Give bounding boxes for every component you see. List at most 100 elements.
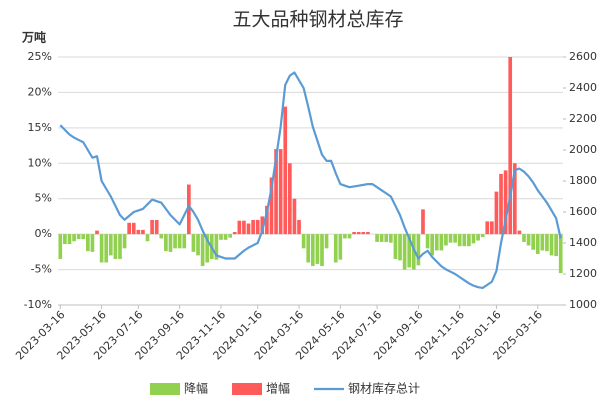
bar: [306, 234, 311, 263]
y2-tick-label: 1800: [569, 174, 597, 187]
bar: [366, 232, 370, 235]
bar: [540, 234, 545, 251]
bar: [439, 234, 444, 251]
bar: [242, 220, 246, 235]
bar: [554, 234, 558, 257]
y-axis-unit: 万吨: [21, 30, 46, 45]
bar: [108, 234, 113, 256]
bar: [187, 184, 191, 235]
bar: [503, 170, 508, 235]
bar: [182, 234, 187, 249]
bar: [393, 234, 398, 259]
bar: [278, 149, 283, 235]
bar: [402, 234, 407, 270]
bar: [453, 234, 457, 243]
bar: [168, 234, 173, 252]
bar: [430, 234, 434, 256]
bar: [205, 234, 210, 263]
bar: [191, 234, 196, 252]
bar: [494, 191, 499, 235]
y-tick-label: -10%: [24, 298, 52, 311]
bar: [141, 229, 145, 235]
bar: [347, 234, 352, 239]
bar: [288, 163, 292, 235]
bar: [462, 234, 467, 247]
line-series: [59, 71, 562, 290]
bar: [411, 234, 416, 270]
bar: [154, 219, 159, 235]
bar: [223, 234, 228, 240]
bar: [471, 234, 476, 244]
bar: [274, 149, 278, 235]
bar: [320, 234, 324, 267]
bar: [389, 234, 393, 243]
bar: [416, 234, 421, 266]
bar: [251, 219, 255, 235]
bar: [72, 234, 76, 242]
bar: [343, 234, 347, 239]
bar: [531, 234, 535, 250]
bar: [214, 234, 219, 260]
y-tick-label: 20%: [28, 85, 52, 98]
legend-swatch: [232, 383, 262, 395]
bar: [177, 234, 182, 249]
bar: [164, 234, 168, 252]
bar: [219, 234, 223, 240]
bar: [90, 234, 95, 252]
bar: [260, 216, 265, 235]
bar: [127, 222, 131, 235]
bar: [86, 234, 90, 252]
bar: [95, 230, 99, 235]
bar: [407, 234, 412, 268]
legend-swatch: [150, 383, 180, 395]
bar: [265, 205, 269, 235]
bar: [425, 234, 430, 249]
y2-tick-label: 2000: [569, 143, 597, 156]
bar: [549, 234, 554, 256]
y2-tick-label: 1400: [569, 236, 597, 249]
legend-label: 降幅: [184, 381, 208, 396]
y2-tick-label: 1000: [569, 298, 597, 311]
bar: [113, 234, 118, 259]
bar: [283, 106, 288, 235]
bar: [526, 234, 531, 246]
bar: [352, 232, 356, 235]
bar: [122, 234, 127, 249]
bar: [173, 234, 177, 249]
bar: [310, 234, 315, 267]
bar: [232, 232, 237, 235]
bar: [58, 234, 63, 259]
bar: [535, 234, 540, 254]
bar: [228, 234, 232, 238]
bar: [421, 209, 425, 235]
y-tick-label: 25%: [28, 50, 52, 63]
bar: [485, 221, 490, 235]
y2-tick-label: 2400: [569, 81, 597, 94]
bar: [338, 234, 343, 260]
bar: [467, 234, 471, 247]
chart-title: 五大品种钢材总库存: [232, 9, 403, 31]
bar: [315, 234, 320, 264]
bar: [444, 234, 448, 246]
legend-label: 增幅: [266, 381, 290, 396]
bar: [237, 220, 242, 235]
bar: [131, 222, 136, 235]
y-tick-label: 0%: [35, 227, 52, 240]
bar: [457, 234, 462, 247]
bar: [398, 234, 402, 261]
y2-tick-label: 1200: [569, 267, 597, 280]
bar: [145, 234, 150, 242]
bar: [200, 234, 205, 267]
bar: [375, 234, 379, 242]
bar: [490, 221, 494, 235]
bar: [67, 234, 72, 245]
legend-label: 钢材库存总计: [348, 381, 420, 396]
bar: [545, 234, 549, 252]
bar: [512, 163, 517, 235]
bar: [379, 234, 384, 242]
y2-tick-label: 2600: [569, 50, 597, 63]
bar: [384, 234, 389, 242]
bar: [480, 234, 485, 237]
bar: [63, 234, 67, 245]
bar: [76, 234, 81, 240]
